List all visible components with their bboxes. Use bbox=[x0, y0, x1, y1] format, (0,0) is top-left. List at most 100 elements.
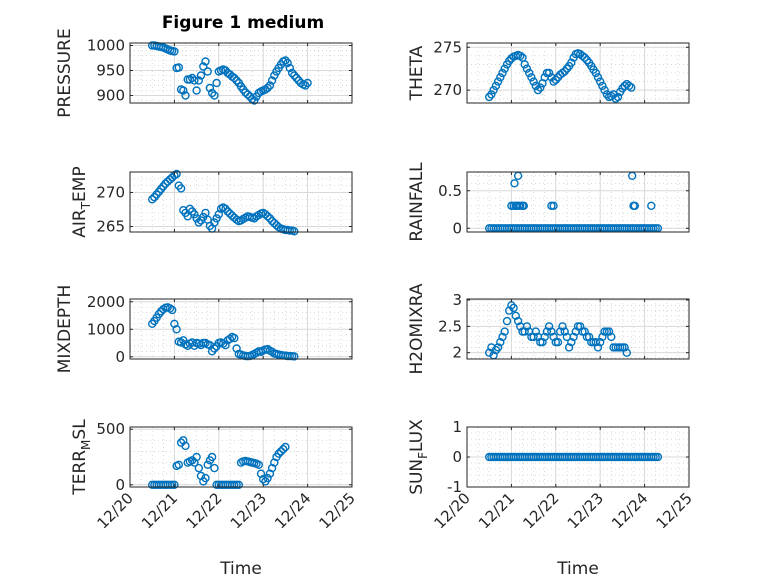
data-point bbox=[261, 210, 270, 219]
data-point bbox=[496, 338, 505, 347]
data-point bbox=[536, 83, 545, 92]
data-point bbox=[181, 91, 190, 100]
data-point bbox=[549, 332, 558, 342]
data-point bbox=[210, 344, 219, 353]
axes-box bbox=[466, 42, 690, 104]
data-point bbox=[179, 336, 188, 345]
data-point bbox=[194, 76, 204, 85]
data-point bbox=[199, 212, 208, 222]
data-point bbox=[493, 343, 503, 352]
data-point bbox=[500, 327, 509, 336]
data-point bbox=[230, 333, 239, 343]
x-tick-label: 12/20 bbox=[94, 489, 137, 532]
y-axis-label: MIXDEPTH bbox=[55, 285, 75, 374]
data-point bbox=[493, 77, 503, 86]
data-point bbox=[212, 78, 221, 88]
data-point bbox=[201, 473, 210, 483]
data-point bbox=[225, 334, 235, 344]
data-points bbox=[485, 452, 663, 462]
data-point bbox=[510, 179, 519, 188]
y-axis-label: TERRMSL bbox=[70, 419, 93, 496]
subplot-1: 900 950 1000 PRESSURE bbox=[55, 28, 353, 118]
data-point bbox=[285, 63, 294, 73]
x-tick-label: 12/23 bbox=[227, 489, 270, 532]
data-point bbox=[498, 332, 507, 342]
data-point bbox=[544, 322, 554, 331]
data-point bbox=[192, 86, 201, 95]
data-point bbox=[212, 214, 221, 223]
data-point bbox=[230, 73, 239, 83]
data-point bbox=[259, 475, 268, 484]
data-point bbox=[210, 218, 219, 227]
axes-box bbox=[129, 42, 353, 104]
data-point bbox=[205, 83, 215, 93]
data-point bbox=[522, 322, 532, 331]
data-points bbox=[147, 41, 312, 105]
data-point bbox=[203, 67, 212, 76]
y-axis-label: H2OMIXRA bbox=[407, 283, 427, 374]
y-tick-label: 1000 bbox=[87, 37, 125, 55]
data-point bbox=[201, 57, 210, 66]
data-point bbox=[531, 327, 540, 336]
data-point bbox=[172, 169, 181, 179]
data-point bbox=[542, 327, 552, 336]
data-point bbox=[558, 322, 567, 331]
data-point bbox=[250, 96, 259, 105]
data-point bbox=[243, 90, 252, 99]
data-point bbox=[170, 47, 179, 56]
data-point bbox=[516, 51, 525, 61]
data-point bbox=[232, 76, 241, 85]
x-tick-label: 12/21 bbox=[475, 489, 518, 532]
data-point bbox=[199, 62, 208, 71]
y-axis-label: PRESSURE bbox=[55, 28, 75, 117]
x-axis-label: Time bbox=[556, 559, 599, 579]
data-point bbox=[167, 305, 177, 315]
data-point bbox=[210, 91, 219, 100]
data-point bbox=[598, 81, 607, 91]
data-point bbox=[172, 325, 181, 334]
data-point bbox=[522, 64, 532, 73]
y-axis-label: THETA bbox=[407, 45, 427, 101]
data-point bbox=[553, 338, 563, 347]
data-point bbox=[290, 71, 299, 80]
figure-title: Figure 1 medium bbox=[162, 13, 324, 33]
data-point bbox=[576, 322, 585, 331]
data-point bbox=[176, 184, 186, 193]
data-point bbox=[624, 81, 634, 91]
data-point bbox=[569, 332, 578, 342]
data-point bbox=[505, 306, 514, 315]
y-axis-label: RAINFALL bbox=[407, 162, 427, 242]
data-point bbox=[598, 332, 607, 342]
data-point bbox=[549, 201, 558, 211]
x-tick-label: 12/21 bbox=[138, 489, 181, 532]
data-point bbox=[190, 210, 199, 219]
data-point bbox=[181, 441, 190, 451]
data-point bbox=[525, 68, 534, 78]
data-point bbox=[509, 303, 518, 313]
data-point bbox=[507, 54, 516, 63]
data-point bbox=[283, 58, 292, 68]
data-point bbox=[527, 73, 536, 82]
y-tick-label: 3 bbox=[452, 291, 462, 309]
data-point bbox=[560, 327, 569, 336]
data-point bbox=[263, 473, 272, 483]
data-point bbox=[210, 463, 219, 473]
data-point bbox=[529, 77, 538, 86]
data-point bbox=[498, 68, 507, 78]
data-point bbox=[221, 341, 230, 350]
data-point bbox=[591, 338, 600, 347]
data-point bbox=[540, 332, 549, 342]
data-points bbox=[147, 303, 299, 361]
data-point bbox=[584, 332, 594, 342]
data-point bbox=[170, 480, 179, 489]
data-point bbox=[176, 338, 186, 347]
axes-box bbox=[129, 171, 353, 233]
y-tick-label: 500 bbox=[96, 420, 125, 438]
y-tick-label: 950 bbox=[96, 62, 125, 80]
data-point bbox=[567, 58, 576, 67]
data-point bbox=[600, 85, 609, 95]
